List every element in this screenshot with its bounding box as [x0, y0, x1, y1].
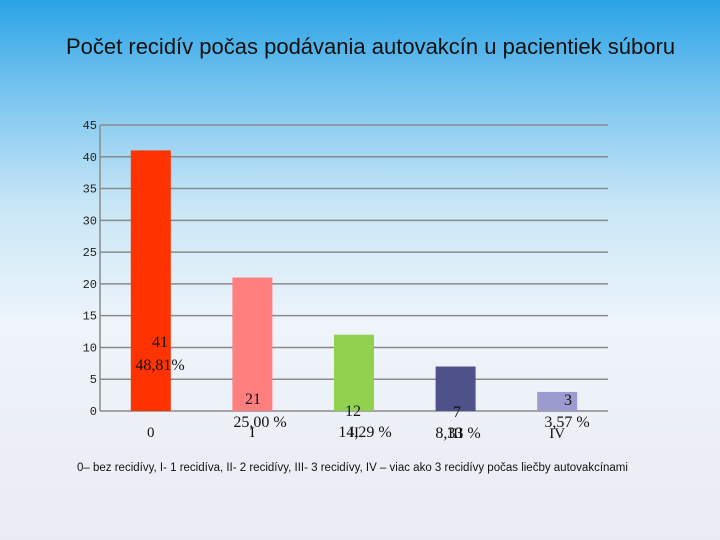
data-label-count: 7 [453, 404, 461, 421]
y-tick-label: 35 [83, 183, 97, 197]
y-tick-label: 5 [90, 373, 97, 387]
x-tick-label: III [448, 426, 463, 442]
y-tick-label: 40 [83, 151, 97, 165]
data-label-count: 3 [564, 392, 572, 409]
x-tick-label: 0 [147, 425, 155, 441]
y-tick-label: 15 [83, 310, 97, 324]
y-tick-label: 0 [90, 405, 97, 419]
data-label-percent: 25,00 % [233, 414, 286, 431]
bar [232, 277, 273, 411]
data-label-count: 12 [345, 403, 361, 420]
bar [334, 334, 374, 411]
y-tick-label: 25 [83, 246, 97, 260]
data-label-count: 41 [152, 334, 168, 351]
y-tick-label: 20 [83, 278, 97, 292]
bar [435, 366, 476, 411]
chart-title: Počet recidív počas podávania autovakcín… [66, 34, 676, 59]
x-tick-label: I [250, 425, 255, 441]
bar [537, 391, 578, 411]
data-label-percent: 48,81% [135, 357, 184, 374]
data-label-percent: 14,29 % [338, 424, 391, 441]
y-tick-label: 45 [83, 119, 97, 133]
y-tick-label: 10 [83, 341, 97, 355]
y-tick-label: 30 [83, 214, 97, 228]
data-label-percent: 8,33 % [435, 425, 480, 442]
data-label-percent: 3,57 % [544, 414, 589, 431]
data-label-count: 21 [245, 391, 261, 408]
chart-footnote: 0– bez recidívy, I- 1 recidíva, II- 2 re… [77, 462, 628, 474]
bar [130, 150, 171, 411]
x-tick-label: II [349, 425, 359, 441]
x-tick-label: IV [549, 426, 565, 442]
